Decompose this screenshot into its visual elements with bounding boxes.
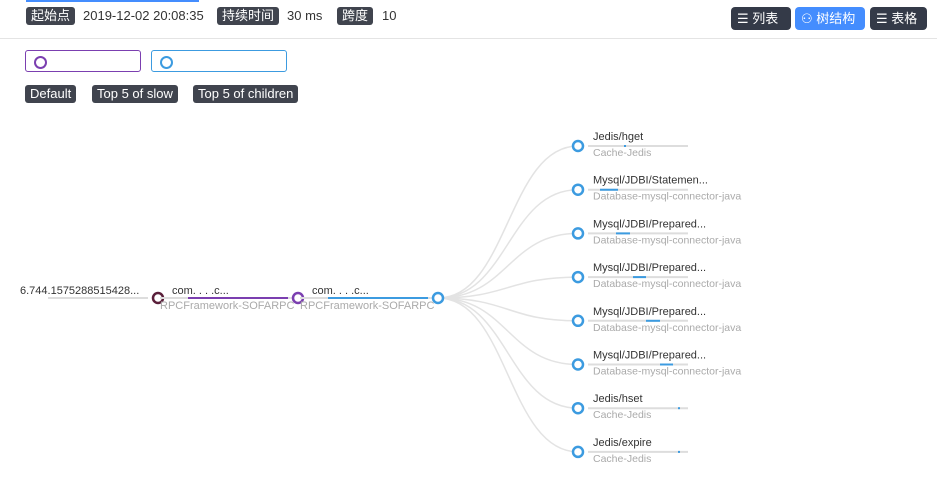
node-sublabel: RPCFramework-SOFARPC — [160, 300, 295, 312]
span-label: 跨度 — [337, 7, 374, 25]
node-sublabel: Database-mysql-connector-java — [593, 234, 741, 246]
node-label: Jedis/hget — [593, 131, 643, 143]
node-label: Mysql/JDBI/Prepared... — [593, 218, 706, 230]
table-label: 表格 — [891, 11, 918, 26]
node-sublabel: Database-mysql-connector-java — [593, 322, 741, 334]
node-sublabel: RPCFramework-SOFARPC — [300, 300, 435, 312]
circle-icon — [34, 56, 47, 69]
node-label: Mysql/JDBI/Prepared... — [593, 306, 706, 318]
filter-top-slow[interactable]: Top 5 of slow — [92, 85, 178, 103]
node-sublabel: Database-mysql-connector-java — [593, 278, 741, 290]
list-view-button[interactable]: ☰ 列表 — [731, 7, 791, 30]
table-icon: ☰ — [876, 11, 888, 26]
node-label: com. . . .c... — [172, 285, 229, 297]
tree-icon: ⚇ — [801, 11, 813, 26]
tree-label: 树结构 — [816, 11, 856, 26]
node-sublabel: Cache-Jedis — [593, 409, 651, 421]
node-label: Mysql/JDBI/Statemen... — [593, 175, 708, 187]
active-tab-indicator — [26, 0, 199, 2]
tree-node — [571, 139, 585, 153]
node-sublabel: Database-mysql-connector-java — [593, 191, 741, 203]
top-bar: 起始点 2019-12-02 20:08:35 持续时间 30 ms 跨度 10… — [0, 0, 937, 39]
node-label: Mysql/JDBI/Prepared... — [593, 262, 706, 274]
tree-link — [437, 297, 579, 322]
start-value: 2019-12-02 20:08:35 — [83, 8, 204, 23]
circle-icon — [160, 56, 173, 69]
tree-link — [437, 297, 579, 409]
filter-default[interactable]: Default — [25, 85, 77, 103]
tree-node — [431, 291, 445, 305]
node-sublabel: Cache-Jedis — [593, 453, 651, 465]
node-label: com. . . .c... — [312, 285, 369, 297]
tree-node — [571, 183, 585, 196]
start-label: 起始点 — [26, 7, 76, 25]
tree-link — [437, 297, 579, 453]
list-icon: ☰ — [737, 11, 749, 26]
tree-node — [571, 270, 585, 284]
node-label: Jedis/expire — [593, 437, 652, 449]
node-sublabel: Cache-Jedis — [593, 147, 651, 159]
node-sublabel: Database-mysql-connector-java — [593, 366, 741, 378]
tree-link — [437, 276, 579, 299]
list-label: 列表 — [752, 11, 779, 26]
duration-value: 30 ms — [287, 8, 323, 23]
table-view-button[interactable]: ☰ 表格 — [870, 7, 927, 30]
tree-link — [437, 188, 579, 299]
tree-link — [437, 145, 579, 299]
service-legend-1[interactable] — [25, 50, 141, 72]
service-legend-2[interactable] — [151, 50, 287, 72]
duration-label: 持续时间 — [217, 7, 280, 25]
tree-link — [437, 297, 579, 366]
node-label: Mysql/JDBI/Prepared... — [593, 350, 706, 362]
tree-node — [571, 314, 585, 328]
node-label: 6.744.1575288515428... — [20, 285, 139, 297]
tree-node — [571, 401, 585, 415]
tree-node — [571, 358, 585, 371]
filter-top-children[interactable]: Top 5 of children — [193, 85, 299, 103]
tree-view-button[interactable]: ⚇ 树结构 — [795, 7, 865, 30]
tree-node — [571, 227, 585, 240]
span-value: 10 — [382, 8, 397, 23]
tree-node — [571, 445, 585, 459]
node-label: Jedis/hset — [593, 393, 643, 405]
tree-link — [437, 232, 579, 299]
